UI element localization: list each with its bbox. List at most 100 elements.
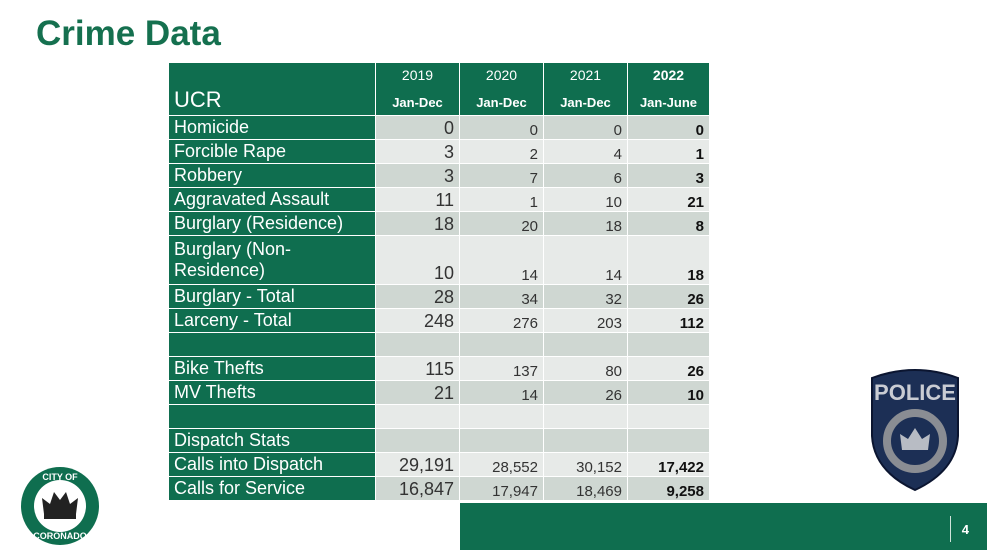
row-label: Burglary - Total (168, 284, 376, 309)
cell-value: 17,422 (627, 452, 710, 477)
table-row (168, 404, 710, 429)
cell-value: 16,847 (375, 476, 460, 501)
svg-text:CORONADO: CORONADO (33, 531, 87, 541)
cell-value: 17,947 (459, 476, 544, 501)
table-row: Dispatch Stats (168, 428, 710, 453)
cell-value: 2 (459, 139, 544, 164)
table-row: MV Thefts 21 14 26 10 (168, 380, 710, 405)
table-row: Larceny - Total 248 276 203 112 (168, 308, 710, 333)
cell-value (627, 404, 710, 429)
cell-value: 203 (543, 308, 628, 333)
svg-text:CITY OF: CITY OF (42, 472, 78, 482)
cell-value: 28,552 (459, 452, 544, 477)
table-row: Burglary (Residence) 18 20 18 8 (168, 211, 710, 236)
cell-value: 32 (543, 284, 628, 309)
row-label: Bike Thefts (168, 356, 376, 381)
cell-value: 137 (459, 356, 544, 381)
cell-value: 10 (543, 187, 628, 212)
cell-value (627, 332, 710, 357)
cell-value: 20 (459, 211, 544, 236)
cell-value (627, 428, 710, 453)
cell-value: 26 (627, 284, 710, 309)
cell-value: 3 (375, 139, 460, 164)
crime-data-table: UCR 2019 Jan-Dec 2020 Jan-Dec 2021 Jan-Dec … (168, 62, 710, 501)
svg-text:POLICE: POLICE (874, 380, 956, 405)
table-row: Bike Thefts 115 137 80 26 (168, 356, 710, 381)
cell-value (543, 428, 628, 453)
table-row: Burglary (Non-Residence) 10 14 14 18 (168, 235, 710, 285)
row-label: Burglary (Residence) (168, 211, 376, 236)
cell-value: 9,258 (627, 476, 710, 501)
table-row: Robbery 3 7 6 3 (168, 163, 710, 188)
header-col: 2020 Jan-Dec (459, 62, 544, 116)
page-title: Crime Data (36, 14, 221, 53)
table-row: Calls for Service 16,847 17,947 18,469 9,258 (168, 476, 710, 501)
header-col: 2019 Jan-Dec (375, 62, 460, 116)
cell-value: 18 (543, 211, 628, 236)
cell-value: 6 (543, 163, 628, 188)
row-label: MV Thefts (168, 380, 376, 405)
cell-value: 10 (627, 380, 710, 405)
police-badge: POLICE (871, 369, 959, 492)
footer-bar (460, 503, 987, 550)
cell-value: 3 (627, 163, 710, 188)
cell-value (459, 428, 544, 453)
cell-value (543, 404, 628, 429)
cell-value: 115 (375, 356, 460, 381)
table-row: Aggravated Assault 11 1 10 21 (168, 187, 710, 212)
table-row (168, 332, 710, 357)
cell-value (543, 332, 628, 357)
cell-value: 18 (375, 211, 460, 236)
table-row: Forcible Rape 3 2 4 1 (168, 139, 710, 164)
cell-value: 14 (459, 235, 544, 285)
cell-value: 26 (627, 356, 710, 381)
cell-value: 7 (459, 163, 544, 188)
header-ucr: UCR (168, 62, 376, 116)
cell-value: 10 (375, 235, 460, 285)
cell-value: 0 (459, 115, 544, 140)
row-label: Homicide (168, 115, 376, 140)
row-label: Calls for Service (168, 476, 376, 501)
header-col: 2021 Jan-Dec (543, 62, 628, 116)
cell-value: 11 (375, 187, 460, 212)
cell-value (375, 428, 460, 453)
row-label: Forcible Rape (168, 139, 376, 164)
cell-value: 4 (543, 139, 628, 164)
table-row: Burglary - Total 28 34 32 26 (168, 284, 710, 309)
cell-value (375, 404, 460, 429)
cell-value: 276 (459, 308, 544, 333)
cell-value: 3 (375, 163, 460, 188)
cell-value: 14 (459, 380, 544, 405)
cell-value: 0 (627, 115, 710, 140)
cell-value: 18,469 (543, 476, 628, 501)
cell-value: 14 (543, 235, 628, 285)
city-of-coronado-seal: CITY OF CORONADO (21, 467, 99, 545)
cell-value: 21 (627, 187, 710, 212)
cell-value: 1 (627, 139, 710, 164)
cell-value: 248 (375, 308, 460, 333)
row-label: Dispatch Stats (168, 428, 376, 453)
cell-value: 30,152 (543, 452, 628, 477)
row-label: Burglary (Non-Residence) (168, 235, 376, 285)
cell-value (459, 404, 544, 429)
cell-value: 0 (375, 115, 460, 140)
table-row: Calls into Dispatch 29,191 28,552 30,152 17,… (168, 452, 710, 477)
row-label: Aggravated Assault (168, 187, 376, 212)
cell-value: 8 (627, 211, 710, 236)
row-label (168, 332, 376, 357)
cell-value: 80 (543, 356, 628, 381)
cell-value: 26 (543, 380, 628, 405)
cell-value: 21 (375, 380, 460, 405)
page-separator (950, 516, 951, 542)
row-label: Robbery (168, 163, 376, 188)
cell-value: 28 (375, 284, 460, 309)
page-number: 4 (961, 522, 969, 537)
table-row: Homicide 0 0 0 0 (168, 115, 710, 140)
cell-value: 112 (627, 308, 710, 333)
table-header: UCR 2019 Jan-Dec 2020 Jan-Dec 2021 Jan-Dec … (168, 62, 710, 116)
cell-value (459, 332, 544, 357)
cell-value (375, 332, 460, 357)
header-col: 2022 Jan-June (627, 62, 710, 116)
row-label: Larceny - Total (168, 308, 376, 333)
row-label: Calls into Dispatch (168, 452, 376, 477)
